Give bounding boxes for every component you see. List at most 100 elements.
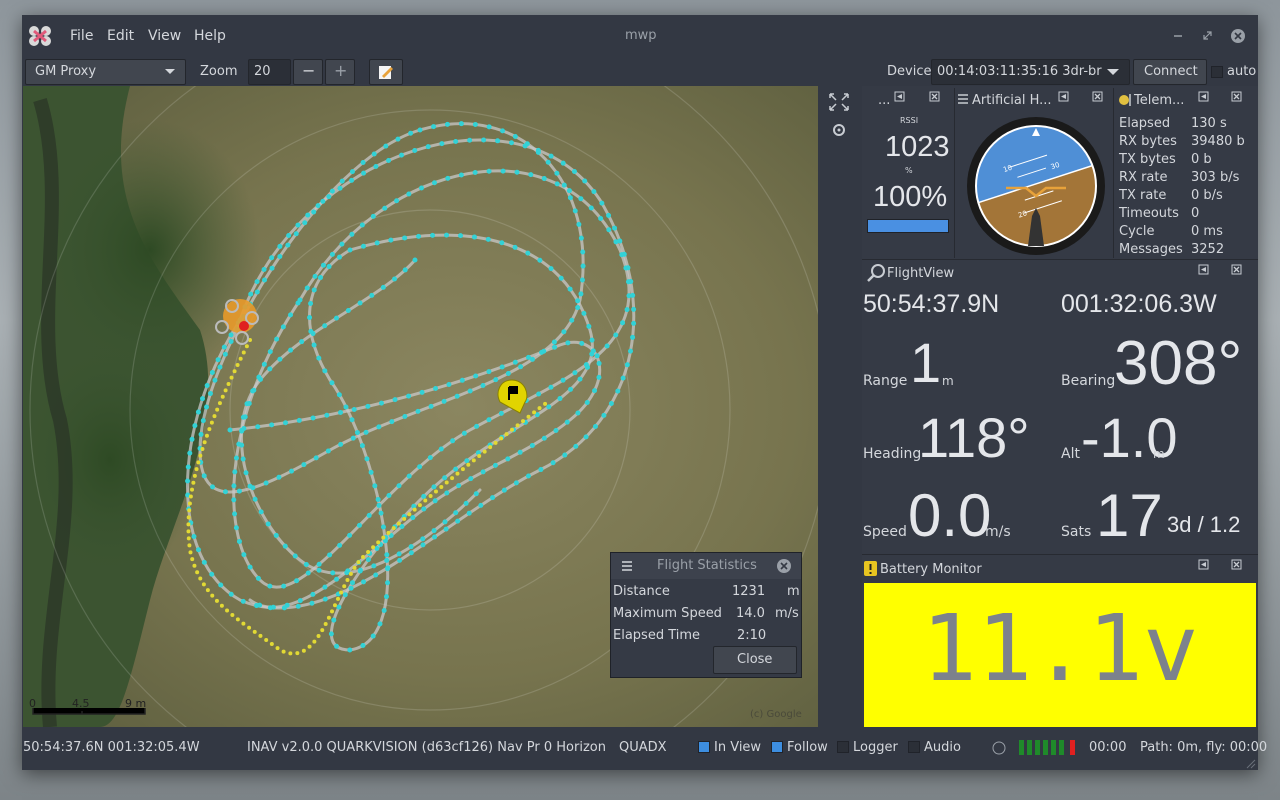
stat-label: Maximum Speed (613, 606, 722, 621)
dialog-close-icon[interactable] (776, 558, 792, 574)
longitude: 001:32:06.3W (1061, 290, 1217, 318)
flightview-title: FlightView (887, 266, 955, 281)
map-source-combo[interactable] (25, 59, 186, 85)
device-label: Device (887, 64, 932, 79)
zoom-in: + (334, 61, 348, 80)
sats-fix: 3d / 1.2 (1167, 512, 1241, 537)
artificial-horizon: 10 20 30 (966, 116, 1106, 256)
panel-buttons[interactable] (862, 88, 1258, 648)
pitch-label: 20 (1017, 209, 1028, 219)
range-unit: m (942, 374, 954, 388)
in-view-checkbox[interactable] (698, 741, 710, 753)
panel-divider (862, 554, 1258, 555)
map-source: GM Proxy (35, 64, 97, 79)
stat-value: 1231 (732, 584, 766, 599)
window-controls[interactable] (1170, 27, 1250, 45)
status-frame: QUADX (619, 740, 667, 755)
battery-voltage: 11.1v (921, 595, 1199, 702)
telemetry-label: RX bytes (1119, 134, 1177, 149)
menu-view[interactable]: View (148, 28, 182, 44)
auto-label: auto (1227, 64, 1257, 79)
aircraft-marker (215, 299, 259, 345)
stream (33, 97, 73, 727)
horizon-panel-title: Artificial H... (972, 93, 1052, 108)
flightview-icon (867, 264, 885, 282)
telemetry-label: Elapsed (1119, 116, 1171, 131)
dialog-title: Flight Statistics (657, 558, 757, 573)
zoom-out-button[interactable] (293, 59, 323, 85)
audio-checkbox[interactable] (908, 741, 920, 753)
telemetry-value: 0 b (1191, 152, 1212, 167)
zoom-spinbox[interactable] (248, 59, 291, 85)
window-title: mwp (625, 28, 657, 43)
telemetry-panel-title: Telem... (1134, 93, 1185, 108)
speed-unit: m/s (985, 524, 1011, 540)
stat-label: Elapsed Time (613, 628, 701, 643)
pitch-label: 30 (1050, 161, 1061, 171)
combo-arrow (165, 69, 175, 74)
stat-unit: m/s (775, 606, 799, 621)
map[interactable]: 0 4.5 9 m (c) Google (23, 86, 818, 727)
panel-divider (1113, 88, 1114, 258)
zoom-in-button[interactable] (325, 59, 355, 85)
map-side-tools[interactable] (828, 92, 850, 142)
speed-value: 0.0 (908, 482, 992, 549)
scale-label: 0 (29, 697, 36, 710)
dialog-header (611, 553, 801, 579)
latitude: 50:54:37.9N (863, 290, 1000, 318)
audio-label: Audio (924, 740, 961, 755)
range-value: 1 (910, 331, 942, 394)
follow-checkbox[interactable] (771, 741, 783, 753)
stat-unit: m (787, 584, 800, 599)
telemetry-label: TX rate (1119, 188, 1167, 203)
telemetry-value: 39480 b (1191, 134, 1245, 149)
zoom-label: Zoom (200, 64, 238, 79)
menu-help[interactable]: Help (194, 28, 226, 44)
follow-label: Follow (787, 740, 828, 755)
panel-menu-icon[interactable] (957, 93, 969, 105)
connect: Connect (1144, 64, 1198, 79)
telemetry-icon (1119, 94, 1131, 106)
status-firmware: INAV v2.0.0 QUARKVISION (d63cf126) Nav P… (247, 740, 606, 755)
map-copyright: (c) Google (750, 709, 802, 720)
status-path: Path: 0m, fly: 00:00 (1140, 740, 1268, 755)
telemetry-value: 303 b/s (1191, 170, 1240, 185)
logger-checkbox[interactable] (837, 741, 849, 753)
range-rings (29, 86, 818, 727)
battery-warning-icon (864, 561, 877, 576)
telemetry-label: TX bytes (1119, 152, 1176, 167)
tree-cluster (40, 120, 260, 380)
stat-value: 2:10 (737, 628, 767, 643)
battery-title: Battery Monitor (880, 562, 982, 577)
sats-value: 17 (1096, 482, 1163, 549)
telemetry-label: Messages (1119, 242, 1183, 257)
rssi-label: RSSI (900, 116, 919, 125)
rssi-bar (867, 219, 949, 233)
menu-file[interactable]: File (70, 28, 94, 44)
device-combo[interactable] (931, 59, 1130, 85)
connect-button[interactable] (1133, 59, 1207, 85)
bearing-label: Bearing (1061, 373, 1116, 389)
bearing-value: 308° (1114, 329, 1243, 398)
zoom-out: − (302, 61, 316, 80)
alt-unit: m (1153, 447, 1165, 461)
dialog-menu-icon[interactable] (620, 559, 634, 573)
pitch-label: 10 (1002, 164, 1013, 174)
alt-value: -1.0 (1081, 406, 1178, 469)
close-button[interactable] (713, 646, 797, 674)
link-indicators (992, 740, 1075, 755)
menu-edit[interactable]: Edit (107, 28, 135, 44)
close-label: Close (737, 652, 773, 667)
battery-display (864, 583, 1256, 727)
telemetry-value: 130 s (1191, 116, 1227, 131)
panel-divider (862, 259, 1258, 260)
auto-checkbox[interactable] (1211, 66, 1223, 78)
telemetry-value: 0 b/s (1191, 188, 1223, 203)
scale-bar (32, 708, 146, 715)
rssi-panel-title: ... (878, 93, 891, 108)
alt-label: Alt (1061, 446, 1080, 462)
rssi-value: 1023 (885, 131, 950, 163)
sats-label: Sats (1061, 524, 1092, 540)
